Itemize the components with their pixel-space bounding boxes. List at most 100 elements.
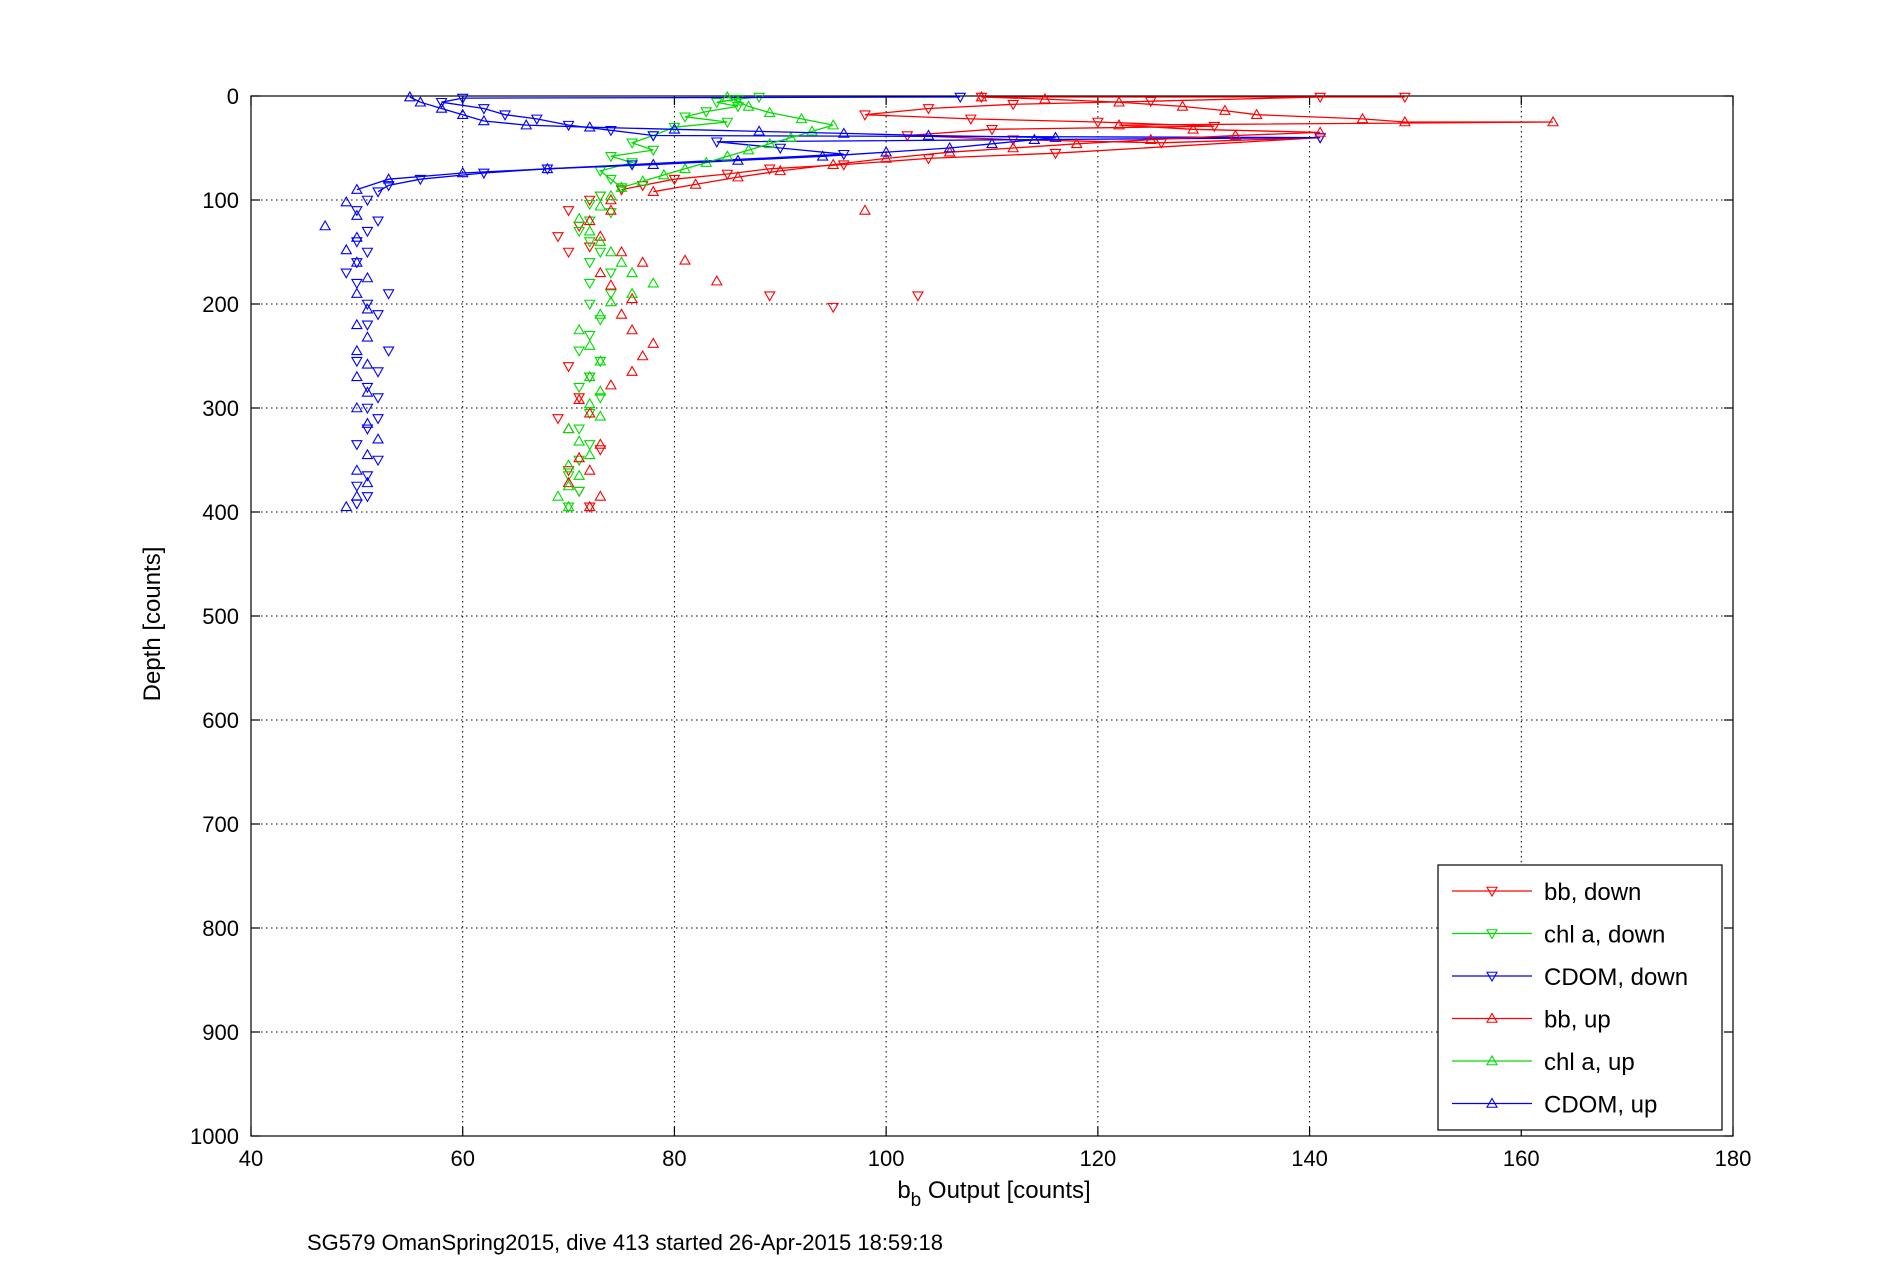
data-point [1028, 133, 1041, 144]
data-point [859, 110, 871, 121]
data-point [319, 219, 332, 231]
data-point [382, 173, 395, 184]
data-point [615, 245, 628, 257]
data-point [552, 232, 564, 243]
data-point [1398, 115, 1411, 127]
data-point [1218, 104, 1231, 115]
data-point [361, 424, 374, 435]
data-point [604, 208, 617, 219]
data-point [403, 90, 416, 102]
data-point [361, 382, 374, 394]
data-point [562, 120, 575, 132]
x-axis-label-sub: b [911, 1190, 922, 1211]
data-point [361, 320, 374, 331]
data-point [562, 247, 575, 259]
data-point [583, 214, 596, 226]
data-point [583, 339, 596, 350]
data-point [552, 414, 564, 425]
data-point [350, 356, 363, 368]
data-point [435, 102, 448, 113]
data-point [742, 100, 755, 111]
data-point [340, 268, 353, 279]
data-point [361, 226, 374, 238]
data-point [975, 90, 988, 102]
data-point [626, 138, 639, 149]
data-point [689, 178, 702, 189]
data-point [361, 417, 374, 428]
data-point [1187, 123, 1200, 134]
data-point [583, 464, 596, 475]
data-point [573, 469, 586, 480]
x-tick-label: 40 [239, 1146, 263, 1171]
data-point [583, 408, 596, 420]
data-point [372, 393, 384, 404]
data-point [372, 414, 384, 425]
data-point [340, 195, 353, 207]
data-point [1250, 108, 1263, 120]
x-tick-label: 120 [1079, 1146, 1116, 1171]
data-point [594, 490, 607, 501]
data-point [350, 440, 363, 451]
data-point [731, 154, 744, 165]
data-point [721, 169, 734, 181]
y-tick-label: 700 [202, 812, 239, 837]
data-point [1176, 100, 1189, 111]
data-point [594, 230, 607, 241]
series-line [377, 96, 1321, 193]
data-point [361, 386, 374, 397]
data-point [562, 502, 575, 513]
data-point [361, 195, 374, 207]
data-point [583, 237, 596, 248]
data-point [964, 114, 977, 125]
data-point [562, 459, 575, 470]
data-point [710, 97, 723, 109]
legend-label: chl a, up [1544, 1049, 1635, 1076]
data-point [763, 106, 776, 117]
data-point [679, 112, 691, 123]
data-point [1144, 133, 1157, 144]
data-point [922, 129, 935, 140]
data-point [583, 372, 596, 383]
data-point [1049, 148, 1062, 160]
data-point [361, 471, 374, 482]
data-point [583, 299, 596, 311]
data-point [911, 291, 924, 302]
data-point [361, 299, 374, 311]
data-point [604, 189, 617, 201]
data-point [477, 114, 490, 126]
legend-marker [1486, 929, 1498, 940]
x-axis-label-rest: Output [counts] [921, 1177, 1090, 1204]
data-point [742, 143, 755, 155]
data-point [573, 455, 586, 467]
series-line [621, 96, 834, 189]
y-tick-label: 600 [202, 708, 239, 733]
data-point [679, 162, 691, 174]
data-point [657, 168, 670, 180]
data-point [943, 141, 956, 153]
data-point [583, 500, 596, 512]
data-point [594, 410, 607, 421]
data-point [1208, 121, 1221, 133]
legend-item: CDOM, up [1452, 1092, 1657, 1119]
legend-marker [1486, 1054, 1498, 1066]
data-point [594, 355, 607, 366]
data-point [1007, 100, 1020, 111]
legend-label: bb, down [1544, 879, 1641, 906]
data-point [626, 266, 639, 278]
legend-item: bb, down [1452, 879, 1641, 906]
data-point [361, 476, 374, 488]
data-point [573, 212, 586, 224]
legend-box [1437, 864, 1723, 1131]
data-point [361, 358, 374, 369]
data-point [372, 367, 384, 378]
data-point [626, 292, 639, 304]
legend-item: CDOM, down [1452, 964, 1688, 991]
data-point [774, 143, 787, 155]
data-point [573, 323, 586, 335]
x-tick-label: 180 [1715, 1146, 1752, 1171]
data-point [520, 119, 533, 130]
data-point [604, 268, 617, 279]
data-point [583, 278, 596, 290]
series-line [653, 96, 1554, 193]
